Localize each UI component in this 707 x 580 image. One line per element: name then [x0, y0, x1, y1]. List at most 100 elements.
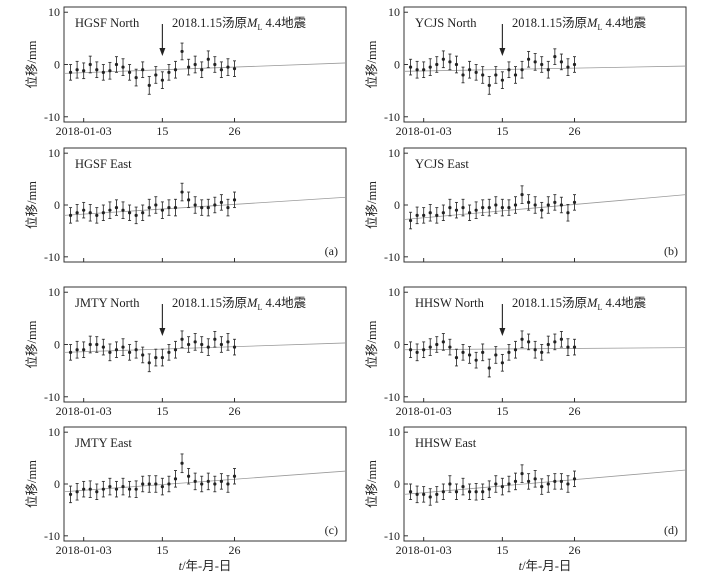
data-point [422, 486, 426, 503]
y-tick-label: -10 [384, 390, 400, 404]
trend-line [403, 65, 687, 72]
x-tick-label: 26 [229, 543, 241, 557]
data-point [546, 475, 550, 493]
data-point [167, 475, 171, 493]
x-tick-label: 2018-01-03 [56, 543, 112, 557]
data-point [82, 480, 86, 498]
data-point [441, 483, 445, 500]
y-axis-label: 位移/mm [24, 40, 39, 88]
x-tick-label: 2018-01-03 [396, 404, 452, 418]
y-tick-label: -10 [384, 529, 400, 543]
data-point [187, 468, 191, 485]
data-point [448, 475, 452, 493]
data-point [467, 60, 472, 79]
data-point [101, 480, 105, 498]
station-title: HGSF East [75, 157, 132, 171]
data-point [513, 196, 518, 214]
data-point [553, 473, 557, 490]
data-point [546, 60, 550, 79]
data-point [134, 340, 138, 359]
data-point [232, 468, 237, 485]
data-point [108, 201, 112, 219]
data-point [566, 58, 570, 76]
data-point [481, 483, 485, 500]
data-point [232, 338, 237, 356]
data-point [500, 477, 504, 496]
data-point [408, 211, 413, 230]
data-point [206, 338, 210, 356]
chart-panel: -10 0 10 HGSF East (a) 位移/mm [24, 146, 347, 264]
data-point [428, 488, 432, 506]
data-point [180, 42, 184, 61]
data-point [75, 60, 79, 79]
data-point [200, 61, 204, 79]
data-point [213, 56, 217, 73]
data-point [219, 473, 223, 490]
chart-panel: -10 0 10 2018-01-03 15 26 HHSW East (d) 位移/mm [364, 425, 687, 557]
data-point [500, 353, 504, 372]
y-tick-label: -10 [384, 250, 400, 264]
data-point [213, 196, 217, 214]
data-point [474, 64, 478, 81]
x-tick-label: 2018-01-03 [56, 124, 112, 138]
x-tick-label: 26 [569, 543, 581, 557]
trend-line [403, 194, 687, 220]
data-point [461, 66, 465, 84]
data-point [507, 61, 511, 79]
data-point [114, 56, 119, 73]
y-tick-label: 10 [388, 425, 400, 439]
data-point [454, 348, 459, 367]
event-annotation: 2018.1.15汤原ML 4.4地震 [172, 296, 307, 312]
data-point [467, 346, 472, 364]
event-annotation: 2018.1.15汤原ML 4.4地震 [512, 296, 647, 312]
data-point [154, 475, 158, 493]
data-point [167, 344, 171, 361]
data-point [454, 55, 459, 74]
data-point [141, 61, 145, 79]
data-point [134, 480, 138, 498]
data-point [219, 336, 223, 353]
trend-line [403, 347, 687, 351]
data-point [553, 194, 557, 211]
data-point [428, 58, 432, 76]
data-point [428, 338, 432, 356]
data-point [88, 335, 92, 354]
data-point [101, 338, 105, 356]
chart-panel: -10 0 10 2018-01-03 15 26 JMTY North 2018.1.15汤… [24, 285, 347, 418]
y-tick-label: 10 [48, 425, 60, 439]
data-point [487, 76, 491, 95]
y-tick-label: 10 [388, 285, 400, 299]
data-point [559, 473, 563, 490]
data-point [533, 53, 537, 71]
y-tick-label: 0 [54, 338, 60, 352]
data-point [141, 204, 145, 221]
data-point [572, 470, 577, 488]
data-point [520, 185, 524, 204]
y-tick-label: 0 [394, 198, 400, 212]
data-point [408, 58, 413, 76]
data-point [454, 483, 459, 500]
data-point [448, 198, 452, 217]
data-point [75, 340, 79, 359]
data-point [487, 358, 491, 378]
data-point [121, 477, 125, 496]
data-point [75, 483, 79, 501]
data-point [108, 61, 112, 80]
y-tick-label: 0 [394, 338, 400, 352]
data-point [461, 477, 465, 496]
data-point [160, 477, 164, 496]
data-point [415, 343, 419, 362]
data-point [206, 472, 210, 491]
data-point [540, 344, 544, 361]
data-point [513, 66, 518, 84]
station-title: YCJS East [415, 157, 469, 171]
data-point [193, 55, 197, 74]
data-point [507, 475, 511, 493]
data-point [467, 483, 472, 500]
data-point [68, 64, 73, 81]
data-point [226, 58, 230, 76]
data-point [533, 196, 537, 214]
data-point [82, 341, 86, 359]
data-point [527, 194, 531, 211]
x-axis-label: t/年-月-日 [519, 559, 572, 573]
